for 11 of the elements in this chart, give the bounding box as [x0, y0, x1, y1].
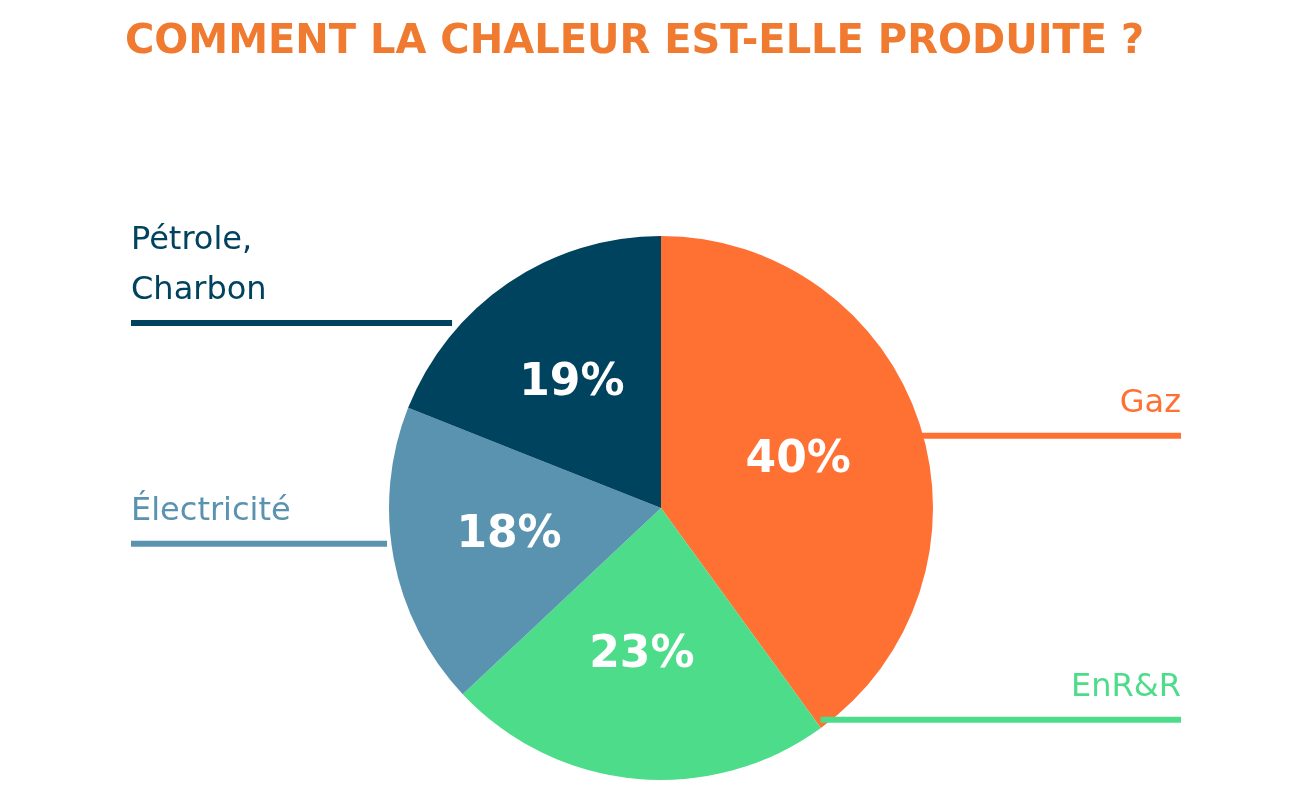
data-label: 23% — [589, 626, 695, 678]
data-label: 40% — [745, 431, 851, 483]
slice-label: Pétrole, Charbon — [131, 219, 267, 308]
slice-label: Électricité — [131, 489, 291, 528]
chart-title: COMMENT LA CHALEUR EST-ELLE PRODUITE ? — [125, 16, 1145, 62]
data-label: 19% — [519, 353, 625, 405]
slice-label: EnR&R — [1071, 665, 1181, 704]
slice-label: Gaz — [1119, 381, 1181, 420]
pie-slice — [462, 508, 821, 780]
pie-slice — [408, 236, 661, 508]
data-label: 18% — [456, 505, 562, 557]
